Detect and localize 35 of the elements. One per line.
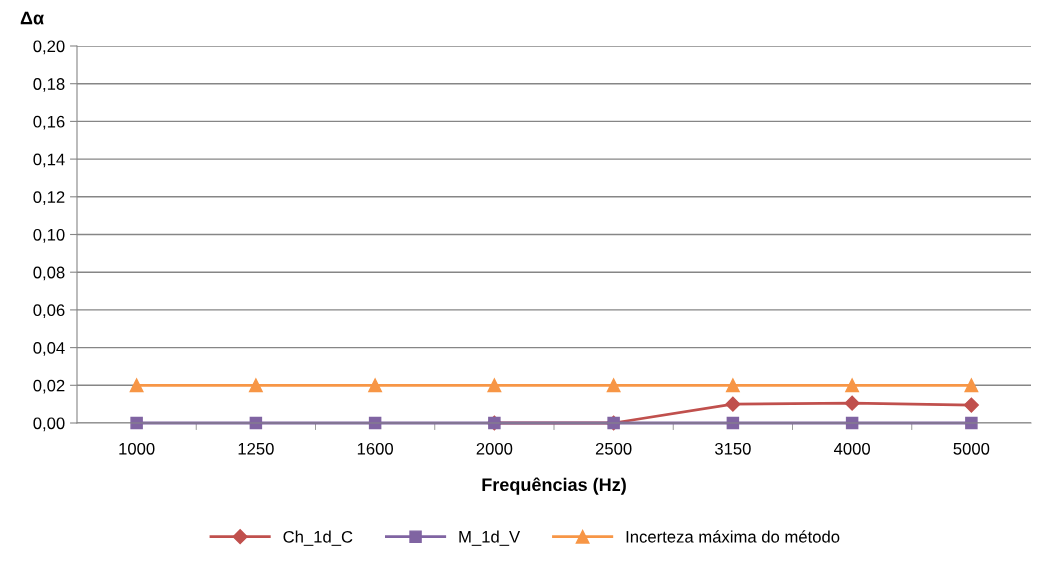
point <box>963 397 979 413</box>
y-tick-label: 0,12 <box>33 191 65 205</box>
x-tick-label: 1250 <box>238 442 274 455</box>
x-tick-label: 3150 <box>714 442 751 455</box>
point <box>845 378 860 393</box>
point <box>368 378 383 393</box>
x-tick-label: 1000 <box>119 442 155 455</box>
y-tick-label: 0,18 <box>33 78 65 92</box>
y-tick-label: 0,14 <box>33 153 65 168</box>
x-axis-title: Frequências (Hz) <box>482 477 626 495</box>
x-tick-label: 2000 <box>476 442 513 455</box>
y-tick-label: 0,02 <box>33 379 65 394</box>
x-tick-label: 4000 <box>833 442 871 455</box>
legend-label: Ch_1d_C <box>283 530 353 546</box>
point <box>964 378 979 393</box>
y-tick-label: 0,08 <box>33 266 65 281</box>
y-tick-label: 0,00 <box>33 417 65 432</box>
point <box>725 396 741 412</box>
legend-label: M_1d_V <box>459 530 521 546</box>
point <box>248 378 263 393</box>
x-tick-label: 5000 <box>953 442 990 455</box>
y-tick-label: 0,06 <box>33 304 65 319</box>
point <box>606 378 621 393</box>
point <box>129 378 144 393</box>
y-tick-label: 0,04 <box>33 342 65 356</box>
y-axis-title: Δα <box>20 11 44 25</box>
y-tick-label: 0,10 <box>33 228 65 243</box>
point <box>844 395 860 411</box>
y-tick-label: 0,16 <box>33 115 65 130</box>
point <box>487 378 502 393</box>
x-tick-label: 1600 <box>357 442 394 455</box>
y-tick-label: 0,20 <box>33 40 65 55</box>
x-tick-label: 2500 <box>595 442 632 455</box>
legend-label: Incerteza máxima do método <box>626 530 840 543</box>
point <box>725 378 740 393</box>
